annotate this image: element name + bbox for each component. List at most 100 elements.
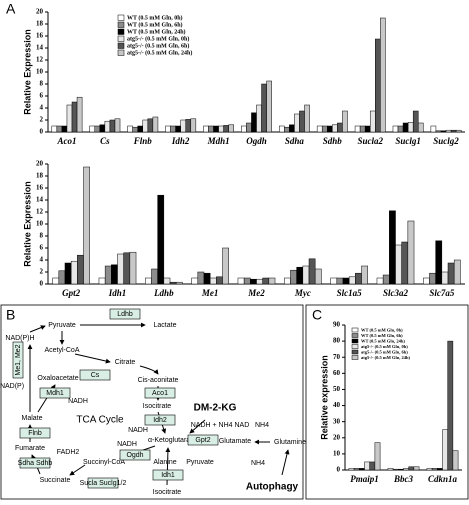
bar: [355, 272, 362, 285]
bar: [191, 277, 199, 285]
bar: [241, 125, 247, 133]
bar: [197, 271, 205, 285]
legend-swatch: [351, 327, 359, 333]
panel-label: C: [312, 307, 322, 323]
bar: [163, 277, 171, 285]
metabolite-label: Succinate: [40, 477, 71, 484]
x-tick-label: Suclg2: [433, 136, 459, 146]
bar: [417, 122, 424, 133]
bar: [137, 125, 144, 133]
bar: [94, 125, 101, 133]
bar: [218, 125, 224, 133]
panel-label: B: [6, 307, 15, 323]
bar: [123, 252, 131, 285]
bar: [208, 125, 214, 133]
x-tick-label: Slc1a5: [337, 288, 363, 298]
y-tick-label: 6: [40, 244, 44, 252]
metabolite-label: Alanine: [153, 459, 176, 466]
bar: [111, 264, 118, 285]
metabolite-label: FADH2: [57, 449, 80, 456]
y-tick-label: 0: [337, 466, 341, 474]
bar: [314, 268, 322, 285]
bar: [109, 119, 116, 133]
bar: [222, 247, 229, 285]
bar: [251, 112, 257, 133]
bar: [165, 125, 171, 133]
legend-swatch: [117, 28, 125, 35]
bar: [392, 125, 399, 133]
metabolite-label: Isocitrate: [153, 489, 182, 496]
bar: [364, 461, 370, 471]
bar: [268, 277, 276, 285]
metabolite-label: NH4: [255, 422, 269, 429]
y-tick-label: 4: [40, 256, 44, 264]
bar: [348, 276, 356, 285]
bar: [423, 277, 430, 285]
bar: [359, 468, 365, 471]
y-tick-label: 80: [333, 337, 341, 345]
enzyme-label: Gpt2: [195, 437, 210, 444]
bar: [129, 251, 137, 285]
bar: [180, 119, 186, 133]
y-tick-label: 90: [333, 321, 341, 329]
legend-swatch: [351, 349, 359, 355]
panel-frame: [305, 304, 469, 500]
y-tick-label: 0: [40, 128, 44, 136]
y-tick-label: 18: [36, 20, 44, 28]
enzyme-box: [152, 469, 184, 481]
bar: [58, 270, 66, 285]
metabolite-label: TCA Cycle: [76, 415, 124, 426]
bar: [66, 104, 73, 133]
enzyme-label: Flnb: [28, 430, 42, 437]
bar: [83, 166, 90, 285]
bar: [353, 468, 360, 471]
bar: [389, 210, 396, 285]
y-tick-label: 4: [40, 104, 44, 112]
x-tick-label: Gpt2: [62, 288, 81, 298]
bar: [256, 104, 262, 133]
bar: [354, 125, 361, 133]
y-tick-label: 8: [40, 80, 44, 88]
enzyme-label: Cs: [91, 372, 100, 379]
bar: [117, 253, 124, 285]
bar: [203, 125, 209, 133]
bar: [407, 122, 414, 133]
metabolite-label: Glutamate: [219, 438, 251, 445]
bar: [256, 278, 263, 285]
x-tick-label: Idh1: [108, 288, 127, 298]
metabolite-label: NADH: [117, 441, 137, 448]
y-tick-label: 14: [36, 196, 44, 204]
bar: [437, 468, 443, 471]
y-tick-label: 30: [333, 417, 341, 425]
bar: [332, 124, 338, 133]
metabolite-label: NAD(P): [0, 383, 24, 390]
metabolite-label: Pyruvate: [186, 459, 214, 466]
metabolite-label: DM-2-KG: [194, 403, 237, 414]
y-tick-label: 12: [36, 56, 44, 64]
bar: [450, 129, 457, 133]
y-tick-label: 6: [40, 92, 44, 100]
x-tick-label: Cdkn1a: [428, 474, 458, 484]
bar: [441, 271, 449, 285]
bar: [452, 450, 459, 471]
bar: [152, 116, 159, 133]
bar: [228, 124, 235, 133]
bar: [397, 125, 404, 133]
legend-label: WT (0.5 mM Gln, 0h): [127, 14, 183, 21]
x-tick-label: Cs: [100, 136, 110, 146]
x-tick-label: Me1: [201, 288, 219, 298]
y-tick-label: 18: [36, 172, 44, 180]
enzyme-label: Aco1: [152, 390, 168, 397]
y-tick-label: 10: [333, 449, 341, 457]
bar: [375, 38, 381, 133]
bar: [261, 83, 267, 133]
bar: [361, 265, 368, 285]
bar: [440, 130, 447, 133]
x-tick-label: Aco1: [56, 136, 76, 146]
bar: [376, 277, 384, 285]
legend-label: atg5-/- (0.5 mM Gln, 24h): [127, 49, 192, 56]
y-tick-label: 14: [36, 44, 44, 52]
bar: [157, 194, 165, 285]
pathway-diagram: Pyruvate Lactate Ldhb Acetyl-CoA Citrate Cs Ox…: [0, 308, 306, 496]
bar: [435, 240, 443, 285]
